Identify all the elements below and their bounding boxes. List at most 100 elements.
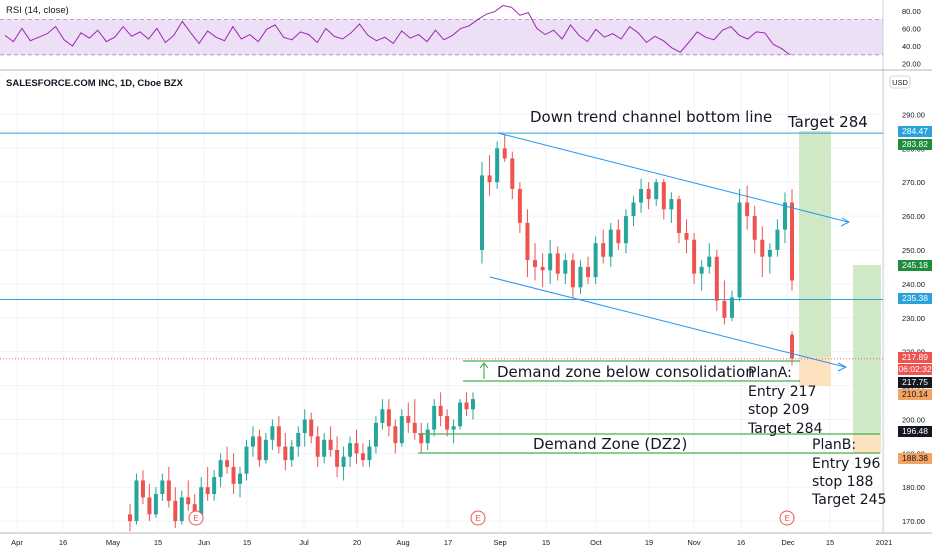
demand-zone-arrowhead [479,362,489,369]
plan-a-stop: stop 209 [748,402,809,418]
candle [707,243,712,274]
rsi-tick-label: 20.00 [902,60,921,69]
candle [684,219,689,254]
candle-body [548,253,553,271]
candle-body [386,409,391,427]
time-tick-label: Oct [590,538,603,547]
candle [263,433,268,464]
candle [354,429,359,464]
candle-body [661,182,666,210]
candle [386,399,391,437]
price-tick-label: 240.00 [902,280,925,289]
candle-body [745,202,750,217]
price-tick-label: 270.00 [902,178,925,187]
candle [451,419,456,444]
price-tag-24518-text: 245.18 [902,260,928,270]
candle-body [533,260,538,267]
candle-body [692,239,697,274]
time-tick-label: 15 [826,538,834,547]
candle [315,426,320,467]
candle-body [399,416,404,444]
price-tick-label: 200.00 [902,415,925,424]
candle-body [676,199,681,234]
candle-body [601,243,606,257]
candle-body [250,436,255,447]
candle [510,151,515,200]
candle [608,222,613,267]
candle-body [186,497,191,505]
candle [790,331,794,366]
time-tick-label: 15 [243,538,251,547]
candle [128,504,132,532]
price-tag-21775-text: 217.75 [902,377,928,387]
candle [495,141,500,189]
demand-zone-label: Demand zone below consolidation [497,363,755,381]
candle [722,280,727,325]
candle-body [432,405,437,430]
candle-body [153,494,158,515]
price-tag-28447-text: 284.47 [902,126,928,136]
candle [173,487,178,528]
candle [276,416,281,454]
candle-body [257,436,262,461]
candle [445,409,450,437]
candle [487,155,492,196]
plan-a-title: PlanA: [748,365,792,381]
candle-body [147,497,152,515]
candle [563,253,568,284]
candle [134,473,139,525]
candle [639,178,644,213]
price-tick-label: 180.00 [902,483,925,492]
earnings-icon[interactable] [188,510,204,526]
candle [238,466,243,498]
candle-body [752,216,757,240]
candle-body [480,175,484,250]
candle [289,439,294,467]
plan-b-title: PlanB: [812,437,856,453]
candle [661,178,666,220]
candle-body [517,188,522,223]
candle [517,182,522,234]
price-tag-21775 [898,377,932,388]
candle-body [737,202,742,298]
candle-body [348,443,353,457]
candle-body [790,229,794,267]
candle [373,416,378,454]
candle [393,419,398,454]
candle [669,192,674,223]
earnings-icon[interactable] [470,510,486,526]
time-tick-label: Nov [687,538,701,547]
candle-body [729,297,734,318]
price-tag-21014-text: 210.14 [902,389,928,399]
time-tick-label: 15 [542,538,550,547]
candle [186,480,191,511]
candle [283,433,288,471]
candle-body [425,429,430,444]
price-tag-28447 [898,126,932,137]
candle-body [393,426,398,444]
earnings-markers: E E E [188,510,795,526]
candle-body [244,446,249,474]
currency-box[interactable] [889,75,911,89]
earnings-icon[interactable] [779,510,795,526]
candle-body [790,209,794,230]
candle-body [555,253,560,274]
price-tag-28382 [898,139,932,150]
channel-upper-arrow [840,217,851,227]
currency-label: USD [892,78,908,87]
rsi-pane: 80.00 60.00 40.00 20.00 RSI (14, close) [0,4,921,69]
candle [225,446,230,474]
time-tick-label: 17 [444,538,452,547]
plan-a-stop-zone [799,357,831,386]
candle [631,195,636,227]
candle-body [218,460,223,478]
candle [296,426,301,457]
candle [692,233,697,284]
candle-body [767,249,772,257]
candle [309,412,314,444]
price-tag-21014 [898,389,932,400]
candle [218,453,223,488]
candle-body [406,416,411,423]
candle [570,253,575,298]
candle [231,453,236,495]
